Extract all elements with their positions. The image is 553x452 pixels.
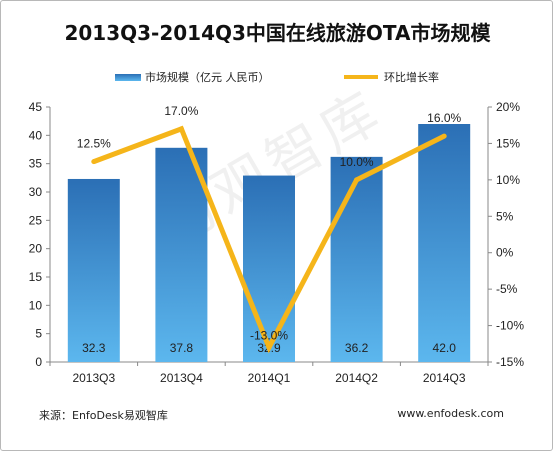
y-right-tick-label: 20% [496,100,520,114]
growth-point [354,177,360,183]
growth-value-label: 16.0% [427,111,461,125]
growth-value-label: 10.0% [340,155,374,169]
source-note: 来源：EnfoDesk易观智库 [39,409,168,422]
y-left-tick-label: 35 [29,157,43,171]
y-left-tick-label: 45 [29,100,43,114]
y-left-tick-label: 15 [29,270,43,284]
y-right-tick-label: 5% [496,209,514,223]
y-right-tick-label: 15% [496,136,520,150]
chart-title: 2013Q3-2014Q3中国在线旅游OTA市场规模 [64,21,491,45]
x-tick-label: 2014Q2 [335,371,378,385]
legend-line: 环比增长率 [344,70,439,84]
y-right-tick-label: -5% [496,282,518,296]
growth-point [178,126,184,132]
bar [243,175,295,362]
legend-bar-label: 市场规模（亿元 人民币） [145,71,270,84]
growth-point [91,159,97,165]
x-tick-label: 2014Q1 [248,371,291,385]
growth-point [441,133,447,139]
bar [418,124,471,362]
y-right-tick-label: 0% [496,246,514,260]
growth-value-label: 12.5% [77,137,111,151]
x-tick-label: 2013Q3 [72,371,115,385]
bar [67,178,120,362]
y-left-tick-label: 30 [29,185,43,199]
x-tick-label: 2014Q3 [423,371,466,385]
legend-bar-swatch [115,73,141,81]
y-left-tick-label: 40 [29,128,43,142]
legend-bar: 市场规模（亿元 人民币） [115,70,270,84]
legend-line-swatch [344,75,378,79]
bar-value-label: 42.0 [433,341,457,355]
y-left-tick-label: 10 [29,298,43,312]
y-left-tick-label: 25 [29,213,43,227]
bar [330,156,383,362]
legend-line-label: 环比增长率 [384,71,439,84]
bar-value-label: 36.2 [345,341,369,355]
y-left-tick-label: 0 [35,355,42,369]
bar-value-label: 37.8 [170,341,194,355]
y-right-tick-label: -15% [496,355,524,369]
y-left-tick-label: 20 [29,242,43,256]
x-tick-label: 2013Q4 [160,371,203,385]
website-note: www.enfodesk.com [397,407,504,420]
y-right-tick-label: 10% [496,173,520,187]
growth-value-label: 17.0% [164,104,198,118]
bar-value-label: 32.3 [82,341,106,355]
y-left-tick-label: 5 [35,327,42,341]
bar [155,147,208,362]
growth-point [266,344,272,350]
y-right-tick-label: -10% [496,319,524,333]
growth-value-label: -13.0% [250,328,288,342]
